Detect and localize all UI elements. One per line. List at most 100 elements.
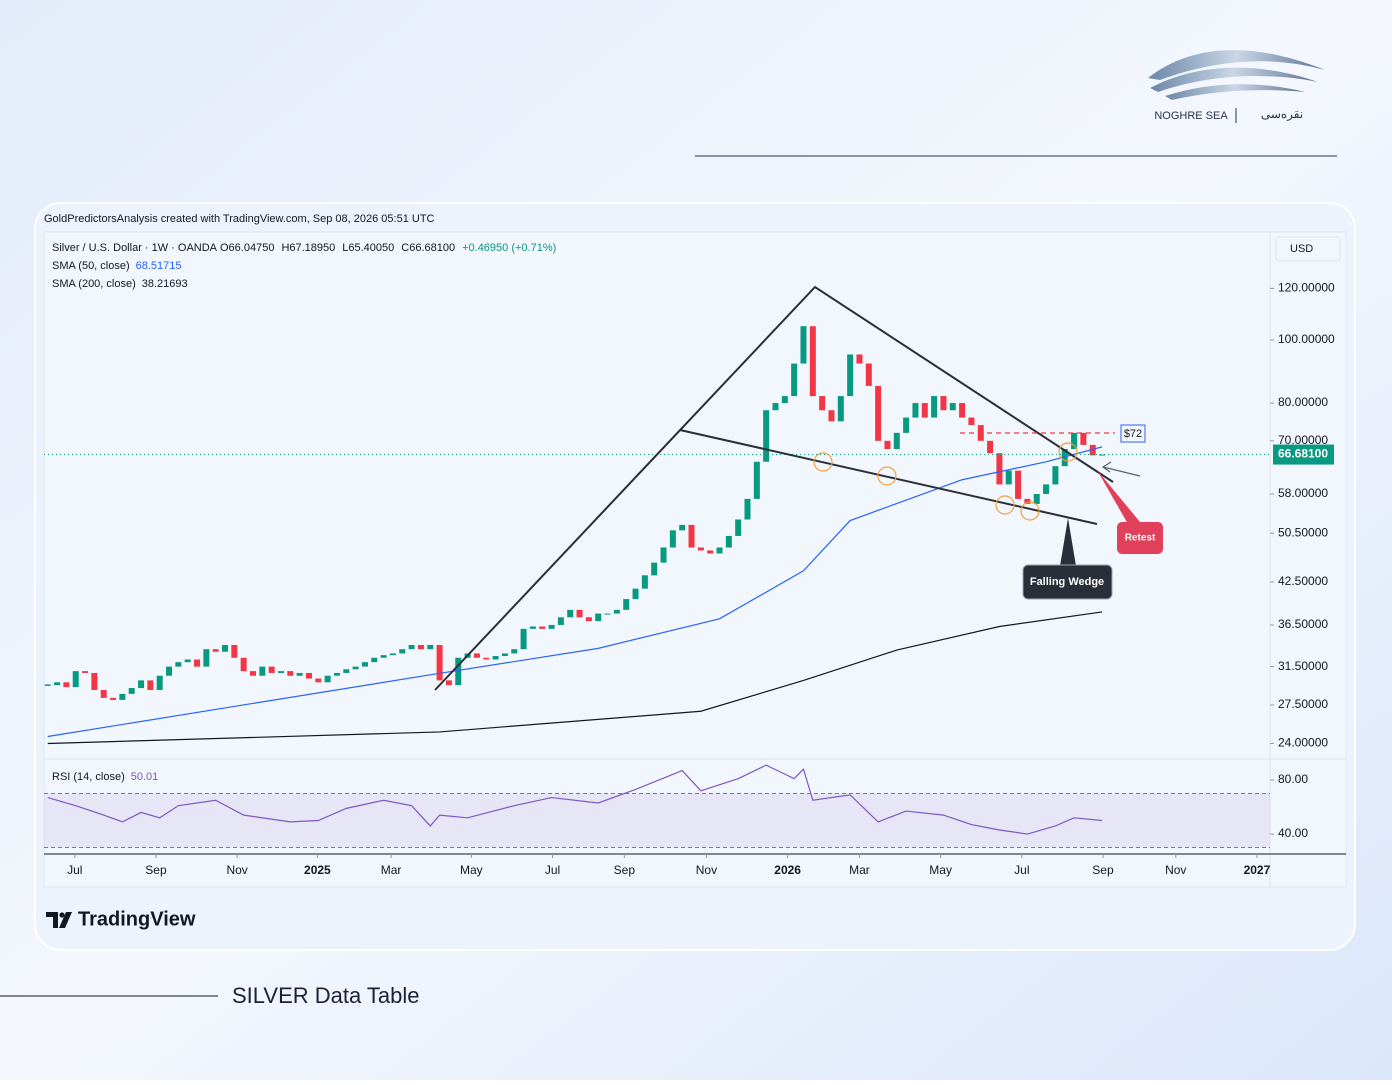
touch-circle <box>813 452 833 472</box>
candle <box>585 617 592 622</box>
candle <box>996 453 1003 485</box>
touch-circle <box>877 466 897 486</box>
pattern-pointer <box>1060 518 1076 566</box>
candle <box>212 649 219 652</box>
candle <box>539 626 546 629</box>
candle <box>231 645 238 658</box>
candle <box>651 562 658 576</box>
candle <box>128 688 135 694</box>
legend-value: 68.51715 <box>136 260 182 272</box>
candle <box>884 440 891 450</box>
candle <box>380 655 387 658</box>
candle <box>1071 432 1078 450</box>
candle <box>371 657 378 663</box>
candle <box>1052 466 1059 485</box>
candle <box>809 326 816 397</box>
candle <box>987 440 994 454</box>
logo <box>1148 50 1325 100</box>
candle <box>277 671 284 673</box>
legend-value: 38.21693 <box>142 278 188 290</box>
candle <box>949 403 956 411</box>
candle <box>893 432 900 450</box>
marks: 24.00000 27.50000 31.50000 36.50000 42.50000… <box>44 281 1335 877</box>
y-tick-label: 80.00000 <box>1278 395 1328 409</box>
candle <box>1043 484 1050 494</box>
sma-line <box>47 611 1103 745</box>
wedge-lower <box>679 429 1098 525</box>
candle <box>548 624 555 629</box>
candle <box>63 682 70 688</box>
candle <box>343 669 350 673</box>
candle <box>417 645 424 650</box>
x-tick-label: Nov <box>226 863 247 877</box>
y-tick-label: 70.00000 <box>1278 433 1328 447</box>
touch-circle <box>1058 442 1078 462</box>
candle <box>520 628 527 650</box>
brand-name-fa: نقره‌سی <box>1261 107 1303 121</box>
candle <box>240 657 247 672</box>
candle <box>669 530 676 548</box>
candle <box>91 672 98 690</box>
candle <box>707 550 714 554</box>
candle <box>735 519 742 536</box>
candle <box>1015 470 1022 499</box>
candle <box>399 649 406 654</box>
candle <box>781 396 788 404</box>
candle <box>511 649 518 654</box>
candle <box>72 671 79 688</box>
x-tick-label: Jul <box>1014 863 1029 877</box>
candle <box>940 396 947 411</box>
candle <box>408 645 415 650</box>
candle <box>249 671 256 676</box>
candle <box>641 575 648 589</box>
retest-label: Retest <box>1125 533 1156 544</box>
y-tick-label: 58.00000 <box>1278 486 1328 500</box>
candle <box>912 403 919 418</box>
legend-name: SMA (200, close) <box>52 278 136 290</box>
candle <box>697 547 704 551</box>
candle <box>445 680 452 686</box>
candle <box>1089 444 1096 456</box>
x-tick-label: May <box>460 863 483 877</box>
x-tick-label: 2026 <box>774 863 801 877</box>
sma-line <box>47 446 1103 738</box>
candle <box>483 657 490 660</box>
y-tick-label: 24.00000 <box>1278 736 1328 750</box>
retest-box <box>1117 522 1163 554</box>
currency: USD <box>1290 243 1313 255</box>
candle <box>753 461 760 499</box>
candle <box>837 396 844 422</box>
candle <box>203 649 210 667</box>
candle <box>492 656 499 660</box>
last-price-label: 66.68100 <box>1278 447 1328 461</box>
candle <box>156 675 163 690</box>
candle <box>1024 498 1031 504</box>
y-tick-label: 36.50000 <box>1278 617 1328 631</box>
y-tick-label: 40.00 <box>1278 826 1308 840</box>
ohlc-label: +0.46950 (+0.71%) <box>462 242 556 254</box>
candle <box>119 693 126 700</box>
arrow <box>1101 461 1141 477</box>
rsi-band <box>44 793 1270 848</box>
candle <box>436 645 443 681</box>
candle <box>305 672 312 679</box>
candle <box>567 609 574 618</box>
candle <box>473 653 480 658</box>
candle <box>529 626 536 629</box>
x-tick-label: Mar <box>381 863 402 877</box>
x-tick-label: Nov <box>696 863 717 877</box>
x-tick-label: Sep <box>1092 863 1114 877</box>
brand-name: NOGHRE SEA <box>1154 110 1228 122</box>
y-tick-label: 100.00000 <box>1278 332 1335 346</box>
tv-logo <box>46 912 72 928</box>
x-tick-label: Jul <box>545 863 560 877</box>
candle <box>623 599 630 610</box>
ohlc-label: L65.40050 <box>342 242 394 254</box>
candle <box>1099 454 1106 456</box>
candle <box>688 524 695 548</box>
plot-frame <box>43 231 1347 888</box>
x-tick-label: Sep <box>145 863 167 877</box>
candle <box>54 682 61 686</box>
x-tick-label: Mar <box>849 863 870 877</box>
